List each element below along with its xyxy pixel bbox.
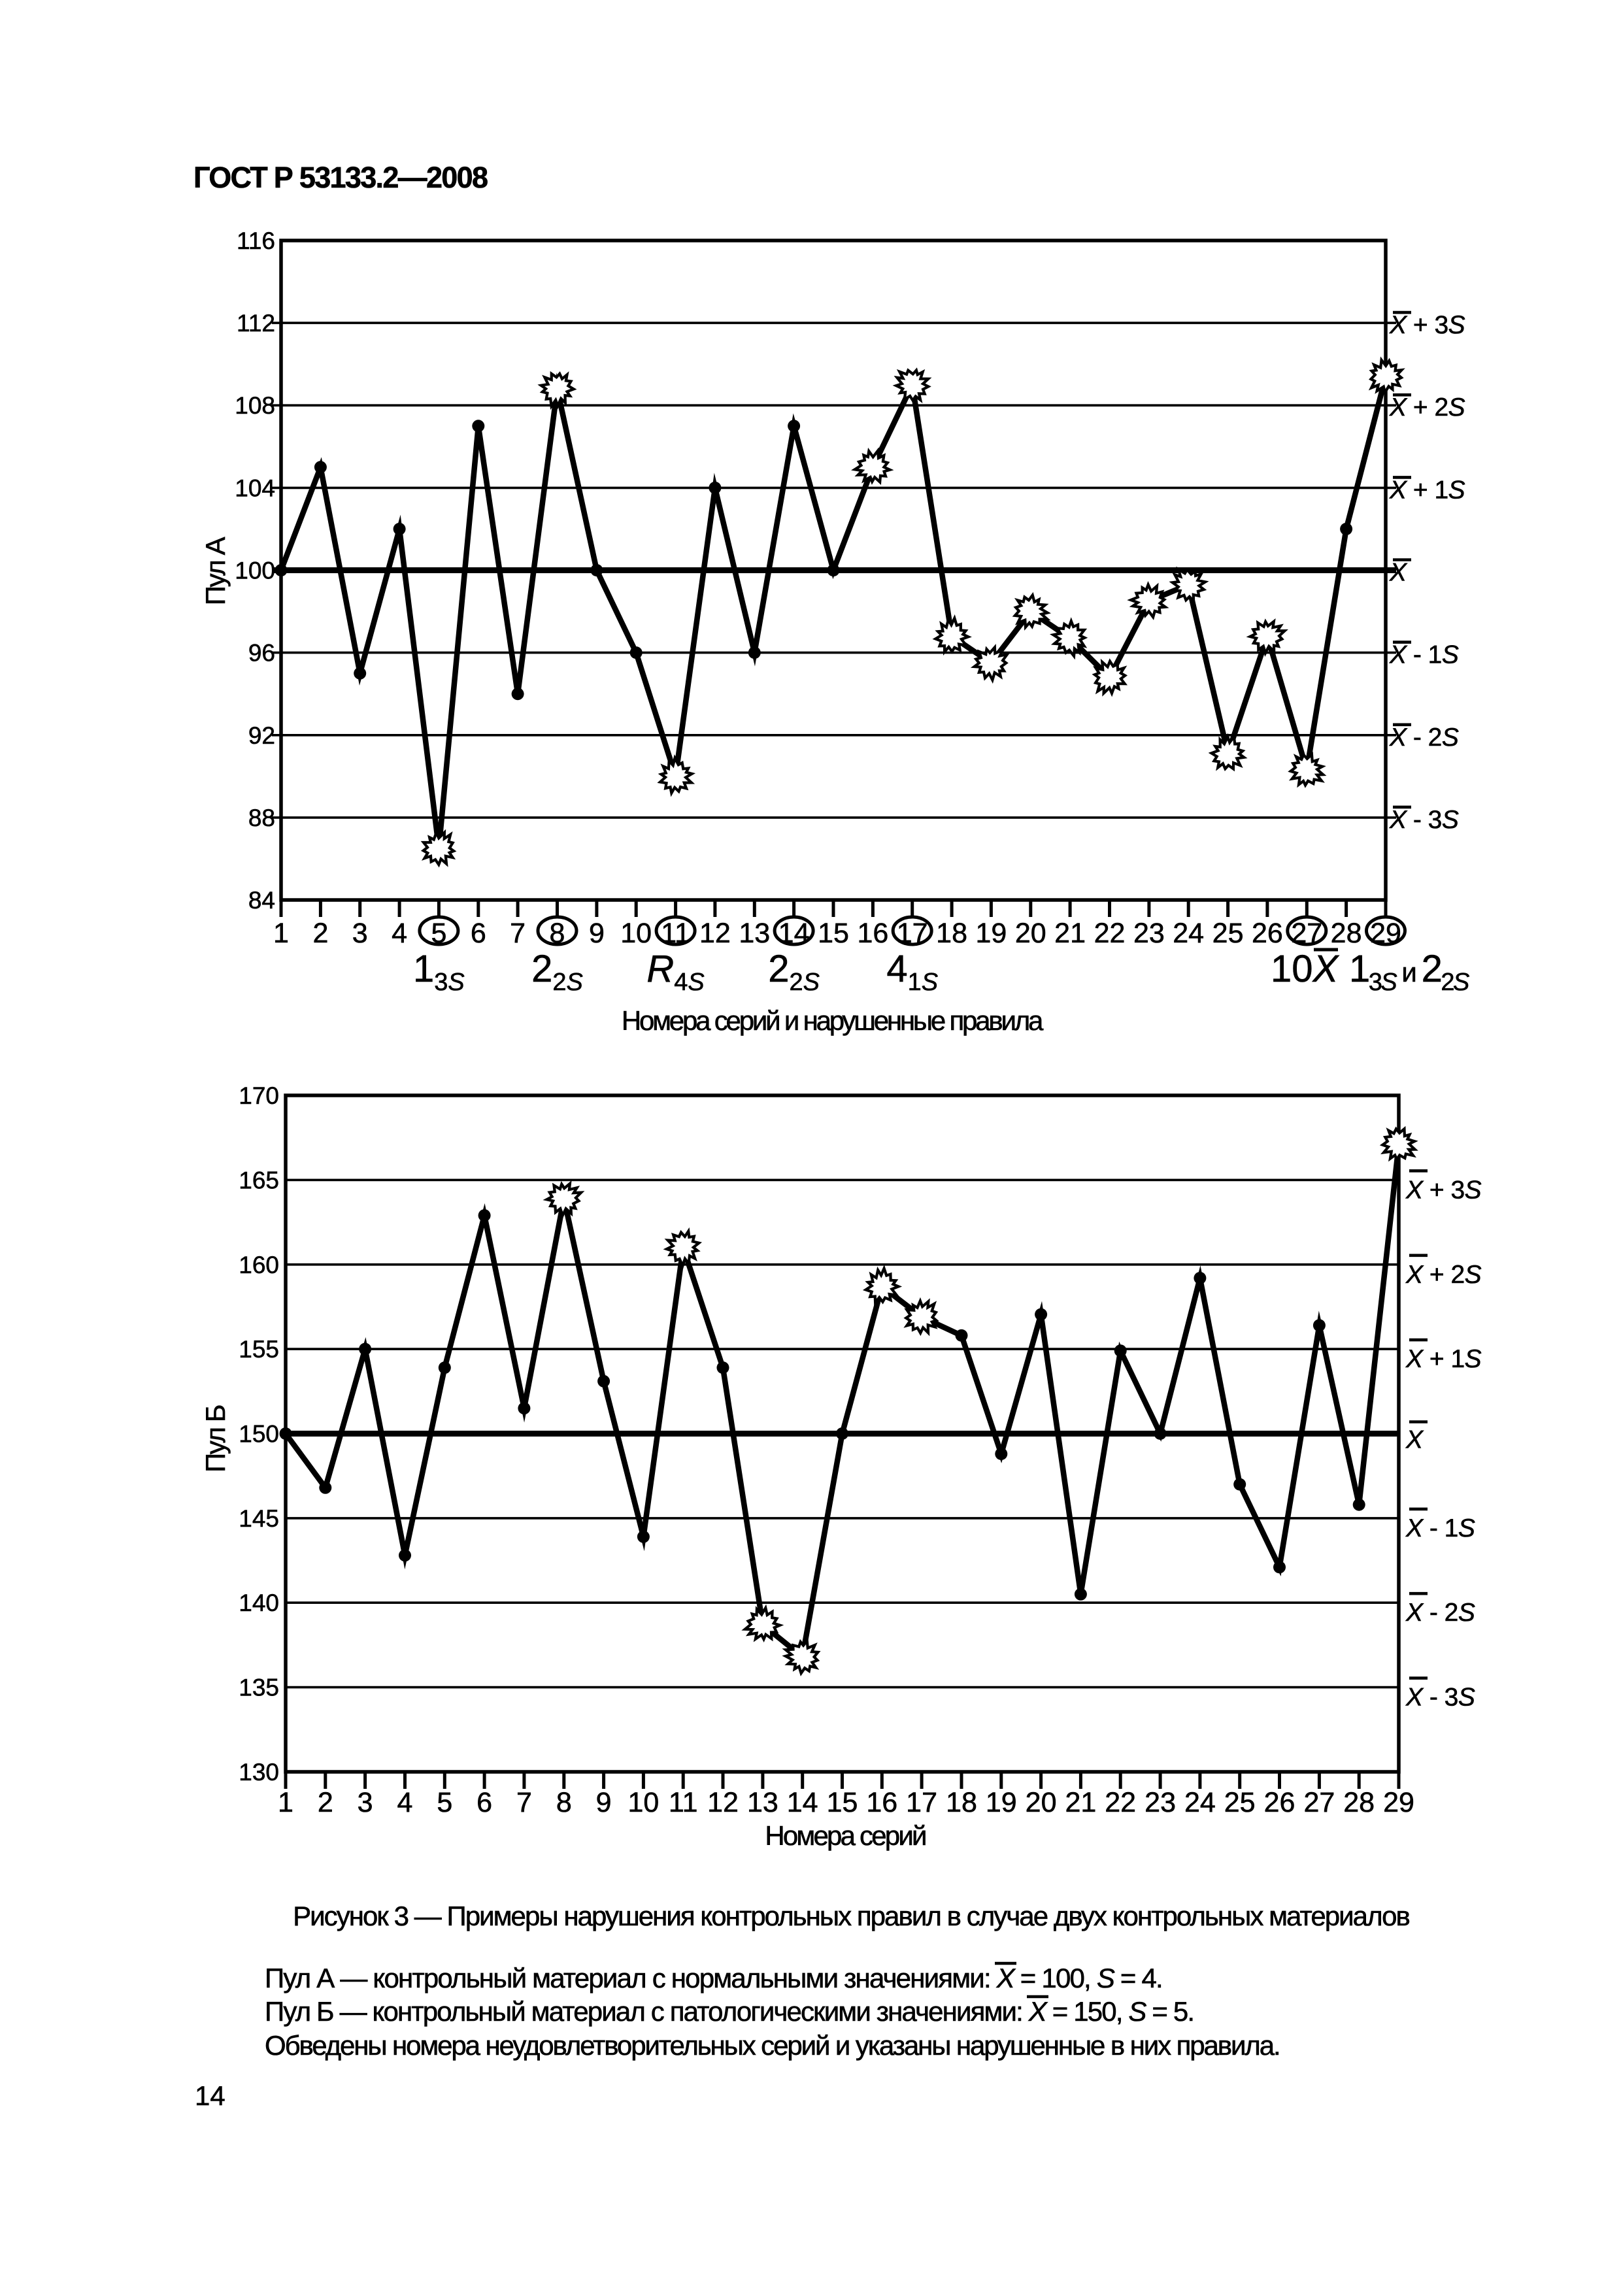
svg-text:11: 11 [669,1787,698,1818]
svg-text:Пул Б — контрольный материал с: Пул Б — контрольный материал с патологич… [265,1996,1194,2027]
svg-text:Пул Б: Пул Б [200,1405,231,1472]
svg-text:112: 112 [237,310,275,337]
svg-text:13: 13 [747,1787,778,1818]
svg-text:100: 100 [235,557,275,584]
svg-text:1: 1 [278,1787,293,1818]
svg-text:20: 20 [1026,1787,1057,1818]
svg-text:18: 18 [936,918,967,949]
svg-text:15: 15 [818,918,849,949]
svg-text:24: 24 [1173,918,1204,949]
svg-text:150: 150 [239,1421,279,1448]
svg-text:X + 2S: X + 2S [1405,1261,1482,1289]
svg-text:26: 26 [1252,918,1283,949]
svg-text:X + 3S: X + 3S [1389,311,1465,339]
svg-text:X + 1S: X + 1S [1405,1345,1482,1373]
svg-text:X - 2S: X - 2S [1389,724,1459,752]
svg-text:5: 5 [437,1787,452,1818]
svg-text:145: 145 [239,1505,279,1532]
svg-text:155: 155 [239,1336,279,1363]
svg-text:23: 23 [1145,1787,1176,1818]
svg-text:X + 1S: X + 1S [1389,476,1465,504]
svg-text:15: 15 [827,1787,858,1818]
svg-text:12: 12 [707,1787,739,1818]
svg-text:R4S: R4S [646,948,704,996]
svg-text:Пул А — контрольный материал с: Пул А — контрольный материал с нормальны… [265,1963,1162,1993]
svg-text:22S: 22S [531,948,583,996]
svg-text:3: 3 [352,918,368,949]
svg-text:140: 140 [239,1589,279,1616]
svg-text:14: 14 [787,1787,818,1818]
svg-text:130: 130 [239,1759,279,1786]
svg-text:X + 2S: X + 2S [1389,393,1465,422]
svg-text:16: 16 [857,918,888,949]
svg-text:25: 25 [1224,1787,1256,1818]
svg-text:Обведены номера неудовлетворит: Обведены номера неудовлетворительных сер… [265,2030,1280,2061]
svg-text:ГОСТ Р 53133.2—2008: ГОСТ Р 53133.2—2008 [193,161,488,194]
svg-text:135: 135 [239,1674,279,1701]
svg-text:88: 88 [248,805,275,831]
svg-text:22S: 22S [768,948,820,996]
svg-text:6: 6 [471,918,486,949]
svg-text:4: 4 [397,1787,413,1818]
svg-text:29: 29 [1383,1787,1414,1818]
svg-text:X - 2S: X - 2S [1405,1599,1475,1627]
svg-text:X: X [1405,1426,1424,1454]
svg-text:96: 96 [248,640,275,667]
svg-text:12: 12 [699,918,731,949]
svg-text:10: 10 [627,1787,659,1818]
svg-text:24: 24 [1184,1787,1216,1818]
svg-text:10X: 10X [1271,948,1340,990]
svg-text:25: 25 [1212,918,1244,949]
svg-text:X - 3S: X - 3S [1389,806,1459,834]
svg-text:8: 8 [556,1787,572,1818]
svg-text:2: 2 [318,1787,333,1818]
svg-text:165: 165 [239,1167,279,1193]
svg-text:9: 9 [596,1787,612,1818]
svg-text:Номера серий и нарушенные прав: Номера серий и нарушенные правила [622,1005,1044,1036]
svg-text:2: 2 [312,918,328,949]
svg-text:13S: 13S [413,948,465,996]
svg-text:26: 26 [1264,1787,1295,1818]
svg-text:160: 160 [239,1252,279,1278]
svg-text:X: X [1389,559,1408,587]
svg-text:20: 20 [1015,918,1046,949]
svg-text:3: 3 [358,1787,373,1818]
svg-text:9: 9 [589,918,605,949]
svg-text:7: 7 [516,1787,532,1818]
svg-text:28: 28 [1331,918,1362,949]
svg-text:27: 27 [1303,1787,1335,1818]
svg-text:Пул А: Пул А [200,537,231,605]
svg-text:28: 28 [1343,1787,1375,1818]
svg-text:19: 19 [975,918,1007,949]
svg-text:170: 170 [239,1082,279,1109]
svg-text:Номера серий: Номера серий [765,1820,926,1851]
svg-text:84: 84 [248,887,275,914]
svg-text:4: 4 [392,918,407,949]
svg-text:13: 13 [739,918,770,949]
svg-text:21: 21 [1054,918,1086,949]
svg-text:19: 19 [986,1787,1017,1818]
svg-text:108: 108 [235,392,275,419]
svg-text:X - 1S: X - 1S [1405,1514,1475,1542]
svg-text:16: 16 [866,1787,897,1818]
svg-text:10: 10 [620,918,652,949]
svg-text:17: 17 [906,1787,937,1818]
svg-text:104: 104 [235,474,275,501]
svg-text:92: 92 [248,722,275,749]
svg-text:22: 22 [1094,918,1126,949]
svg-text:7: 7 [510,918,526,949]
svg-text:X + 3S: X + 3S [1405,1176,1482,1204]
svg-text:21: 21 [1065,1787,1096,1818]
svg-text:1: 1 [273,918,289,949]
svg-text:116: 116 [237,227,275,254]
svg-text:41S: 41S [886,948,938,996]
svg-text:X - 3S: X - 3S [1405,1684,1475,1712]
svg-text:X - 1S: X - 1S [1389,641,1459,669]
svg-text:18: 18 [946,1787,977,1818]
svg-text:14: 14 [195,2080,226,2111]
svg-text:22: 22 [1105,1787,1136,1818]
svg-text:6: 6 [476,1787,492,1818]
svg-text:Рисунок 3 — Примеры нарушения: Рисунок 3 — Примеры нарушения контрольны… [293,1901,1409,1931]
svg-text:23: 23 [1133,918,1165,949]
